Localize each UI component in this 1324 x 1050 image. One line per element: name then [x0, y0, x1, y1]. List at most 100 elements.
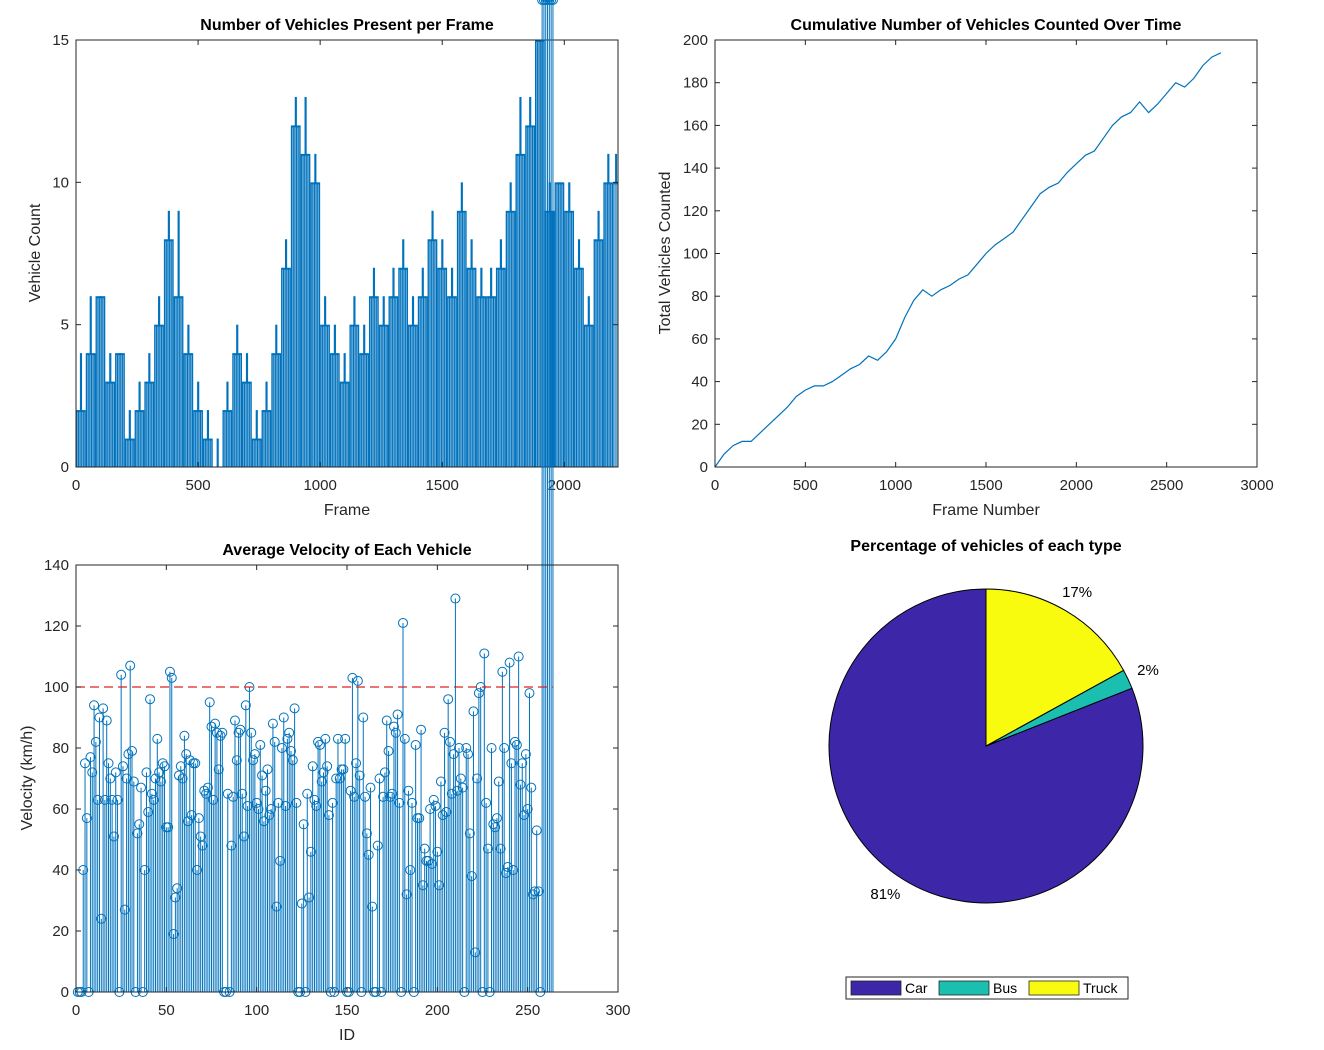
stem-marker — [85, 752, 96, 763]
stem-marker — [143, 807, 154, 818]
panel-vehicle-types: Percentage of vehicles of each type 81% … — [828, 538, 1159, 1000]
stem-marker — [264, 810, 275, 821]
stem-marker — [127, 746, 138, 757]
stem-marker — [273, 797, 284, 808]
stem-marker — [533, 886, 544, 897]
legend-swatch-truck — [1028, 980, 1080, 996]
x-axis-label: ID — [339, 1027, 355, 1044]
y-tick-label: 160 — [683, 117, 708, 134]
stem-marker — [296, 898, 307, 909]
x-axis-label: Frame Number — [932, 502, 1040, 519]
y-tick-label: 100 — [683, 246, 708, 263]
stem-marker — [419, 843, 430, 854]
stem-marker — [81, 813, 92, 824]
x-axis-label: Frame — [324, 502, 370, 519]
stem-marker — [511, 739, 522, 750]
stem-marker — [381, 715, 392, 726]
stem-marker — [233, 727, 244, 738]
stem-marker — [435, 776, 446, 787]
stem-marker — [481, 797, 492, 808]
stem-marker — [166, 672, 177, 683]
stem-marker — [510, 736, 521, 747]
stem-marker — [398, 617, 409, 628]
stem-marker — [298, 819, 309, 830]
stem-marker — [529, 886, 540, 897]
stem-marker — [466, 871, 477, 882]
stem-marker — [271, 901, 282, 912]
stem-marker — [486, 743, 497, 753]
stem-marker — [141, 767, 152, 778]
legend-label-truck: Truck — [1083, 980, 1118, 996]
stem-marker — [201, 788, 212, 799]
stem-marker — [179, 730, 190, 741]
x-tick-label: 100 — [244, 1002, 269, 1019]
stem-marker — [139, 865, 150, 875]
bar-peak — [128, 410, 131, 467]
stem-marker — [217, 727, 228, 738]
y-tick-label: 60 — [52, 801, 69, 818]
x-tick-label: 1500 — [426, 477, 459, 494]
stem-marker — [345, 785, 356, 796]
stem-marker — [327, 797, 338, 808]
x-tick-label: 3000 — [1240, 477, 1273, 494]
x-tick-label: 0 — [711, 477, 719, 494]
stem-marker — [117, 761, 128, 772]
legend: Car Bus Truck — [845, 976, 1129, 1000]
stem-marker — [215, 730, 226, 741]
chart-title: Average Velocity of Each Vehicle — [222, 542, 471, 559]
stem-marker — [444, 736, 455, 747]
stem-marker — [128, 776, 139, 787]
stem-marker — [513, 651, 524, 662]
stem-marker — [239, 831, 250, 842]
stem-marker — [96, 913, 107, 924]
stem-marker — [206, 721, 217, 732]
stem-marker — [226, 840, 237, 851]
stem-marker — [175, 761, 186, 772]
stem-marker — [184, 755, 195, 766]
y-tick-label: 180 — [683, 75, 708, 92]
stem-marker — [383, 746, 394, 757]
stem-marker — [423, 855, 434, 866]
stem-marker — [360, 791, 371, 802]
y-tick-label: 15 — [52, 32, 69, 49]
stem-marker — [468, 706, 479, 717]
stem-marker — [504, 657, 515, 668]
stem-marker — [448, 749, 459, 760]
stem-marker — [502, 861, 513, 872]
stem-marker — [428, 794, 439, 805]
panel-vehicles-per-frame: Number of Vehicles Present per Frame 0 50… — [27, 17, 619, 519]
stem-marker — [367, 901, 378, 912]
stem-marker — [183, 816, 194, 827]
stem-marker — [119, 904, 130, 915]
stem-marker — [454, 743, 465, 753]
y-tick-label: 120 — [44, 618, 69, 635]
stem-marker — [190, 758, 201, 769]
stem-marker — [258, 816, 269, 827]
x-tick-label: 2000 — [1060, 477, 1093, 494]
y-tick-label: 0 — [700, 459, 708, 476]
stem-marker — [125, 660, 136, 671]
stem-marker — [157, 758, 168, 769]
y-tick-label: 20 — [691, 416, 708, 433]
x-tick-label: 1000 — [303, 477, 336, 494]
stem-marker — [275, 855, 286, 866]
stem-marker — [522, 804, 533, 814]
stem-marker — [441, 807, 452, 818]
stem-marker — [372, 840, 383, 851]
y-tick-label: 40 — [52, 862, 69, 879]
y-tick-label: 60 — [691, 331, 708, 348]
stem-marker — [399, 733, 410, 744]
stem-marker — [425, 804, 436, 814]
x-tick-label: 0 — [72, 477, 80, 494]
stem-marker — [197, 840, 208, 851]
pie-slice-truck — [985, 588, 1125, 747]
x-tick-label: 2500 — [1150, 477, 1183, 494]
stem-marker — [228, 791, 239, 802]
stem-marker — [287, 755, 298, 766]
stem-marker — [417, 880, 428, 891]
stem-marker — [199, 785, 210, 796]
stem-marker — [123, 749, 134, 760]
stem-marker — [358, 712, 369, 723]
stem-marker — [105, 773, 116, 784]
stem-marker — [278, 712, 289, 723]
